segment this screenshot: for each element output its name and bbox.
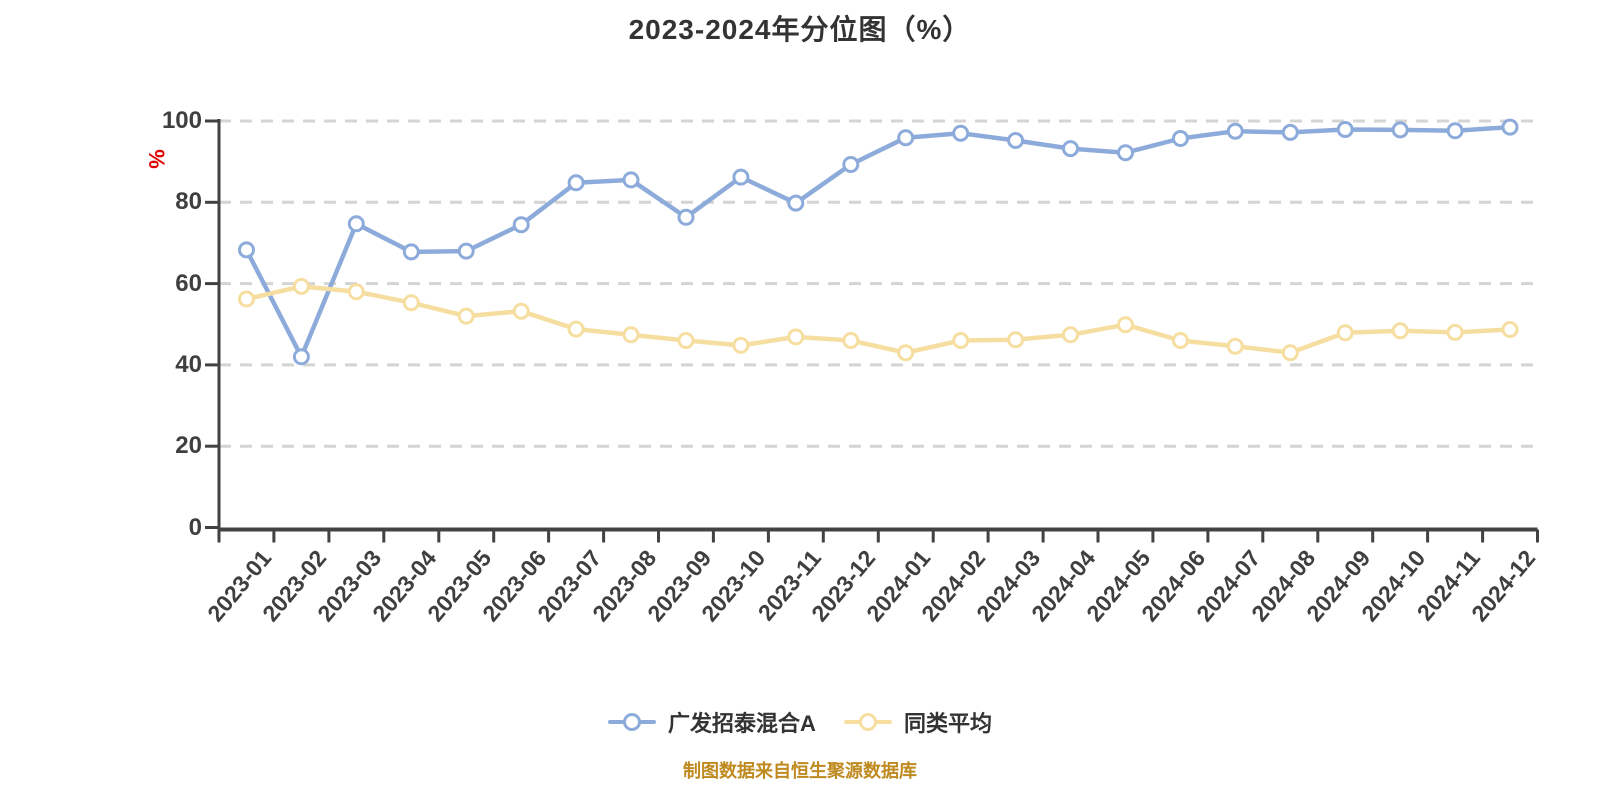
y-axis-tick-label: 0: [188, 513, 202, 541]
y-axis-tick-label: 100: [161, 107, 202, 134]
series-line-average[interactable]: [244, 284, 1513, 355]
data-source-note: 制图数据来自恒生聚源数据库: [683, 761, 917, 781]
series-markers-average[interactable]: [238, 277, 1519, 362]
series-markers-fund[interactable]: [238, 118, 1519, 366]
y-axis-tick-label: 60: [175, 269, 202, 297]
chart-title: 2023-2024年分位图（%）: [628, 14, 972, 45]
legend: 广发招泰混合A 同类平均: [0, 700, 1600, 744]
line-circle-marker-icon: [843, 713, 892, 731]
legend-dot: [623, 713, 642, 731]
legend-dot: [858, 713, 877, 731]
grid-lines: [219, 119, 1538, 448]
legend-item-average[interactable]: 同类平均: [843, 706, 992, 738]
y-axis-tick-label: 20: [175, 432, 202, 460]
legend-item-fund[interactable]: 广发招泰混合A: [608, 706, 816, 738]
legend-label-average: 同类平均: [903, 711, 992, 736]
y-axis-tick-label: 40: [175, 350, 202, 378]
y-axis-tick-label: 80: [175, 188, 202, 216]
legend-label-fund: 广发招泰混合A: [668, 711, 816, 736]
axes: [205, 119, 1539, 543]
series-line-fund[interactable]: [244, 124, 1513, 360]
line-circle-marker-icon: [608, 713, 657, 731]
